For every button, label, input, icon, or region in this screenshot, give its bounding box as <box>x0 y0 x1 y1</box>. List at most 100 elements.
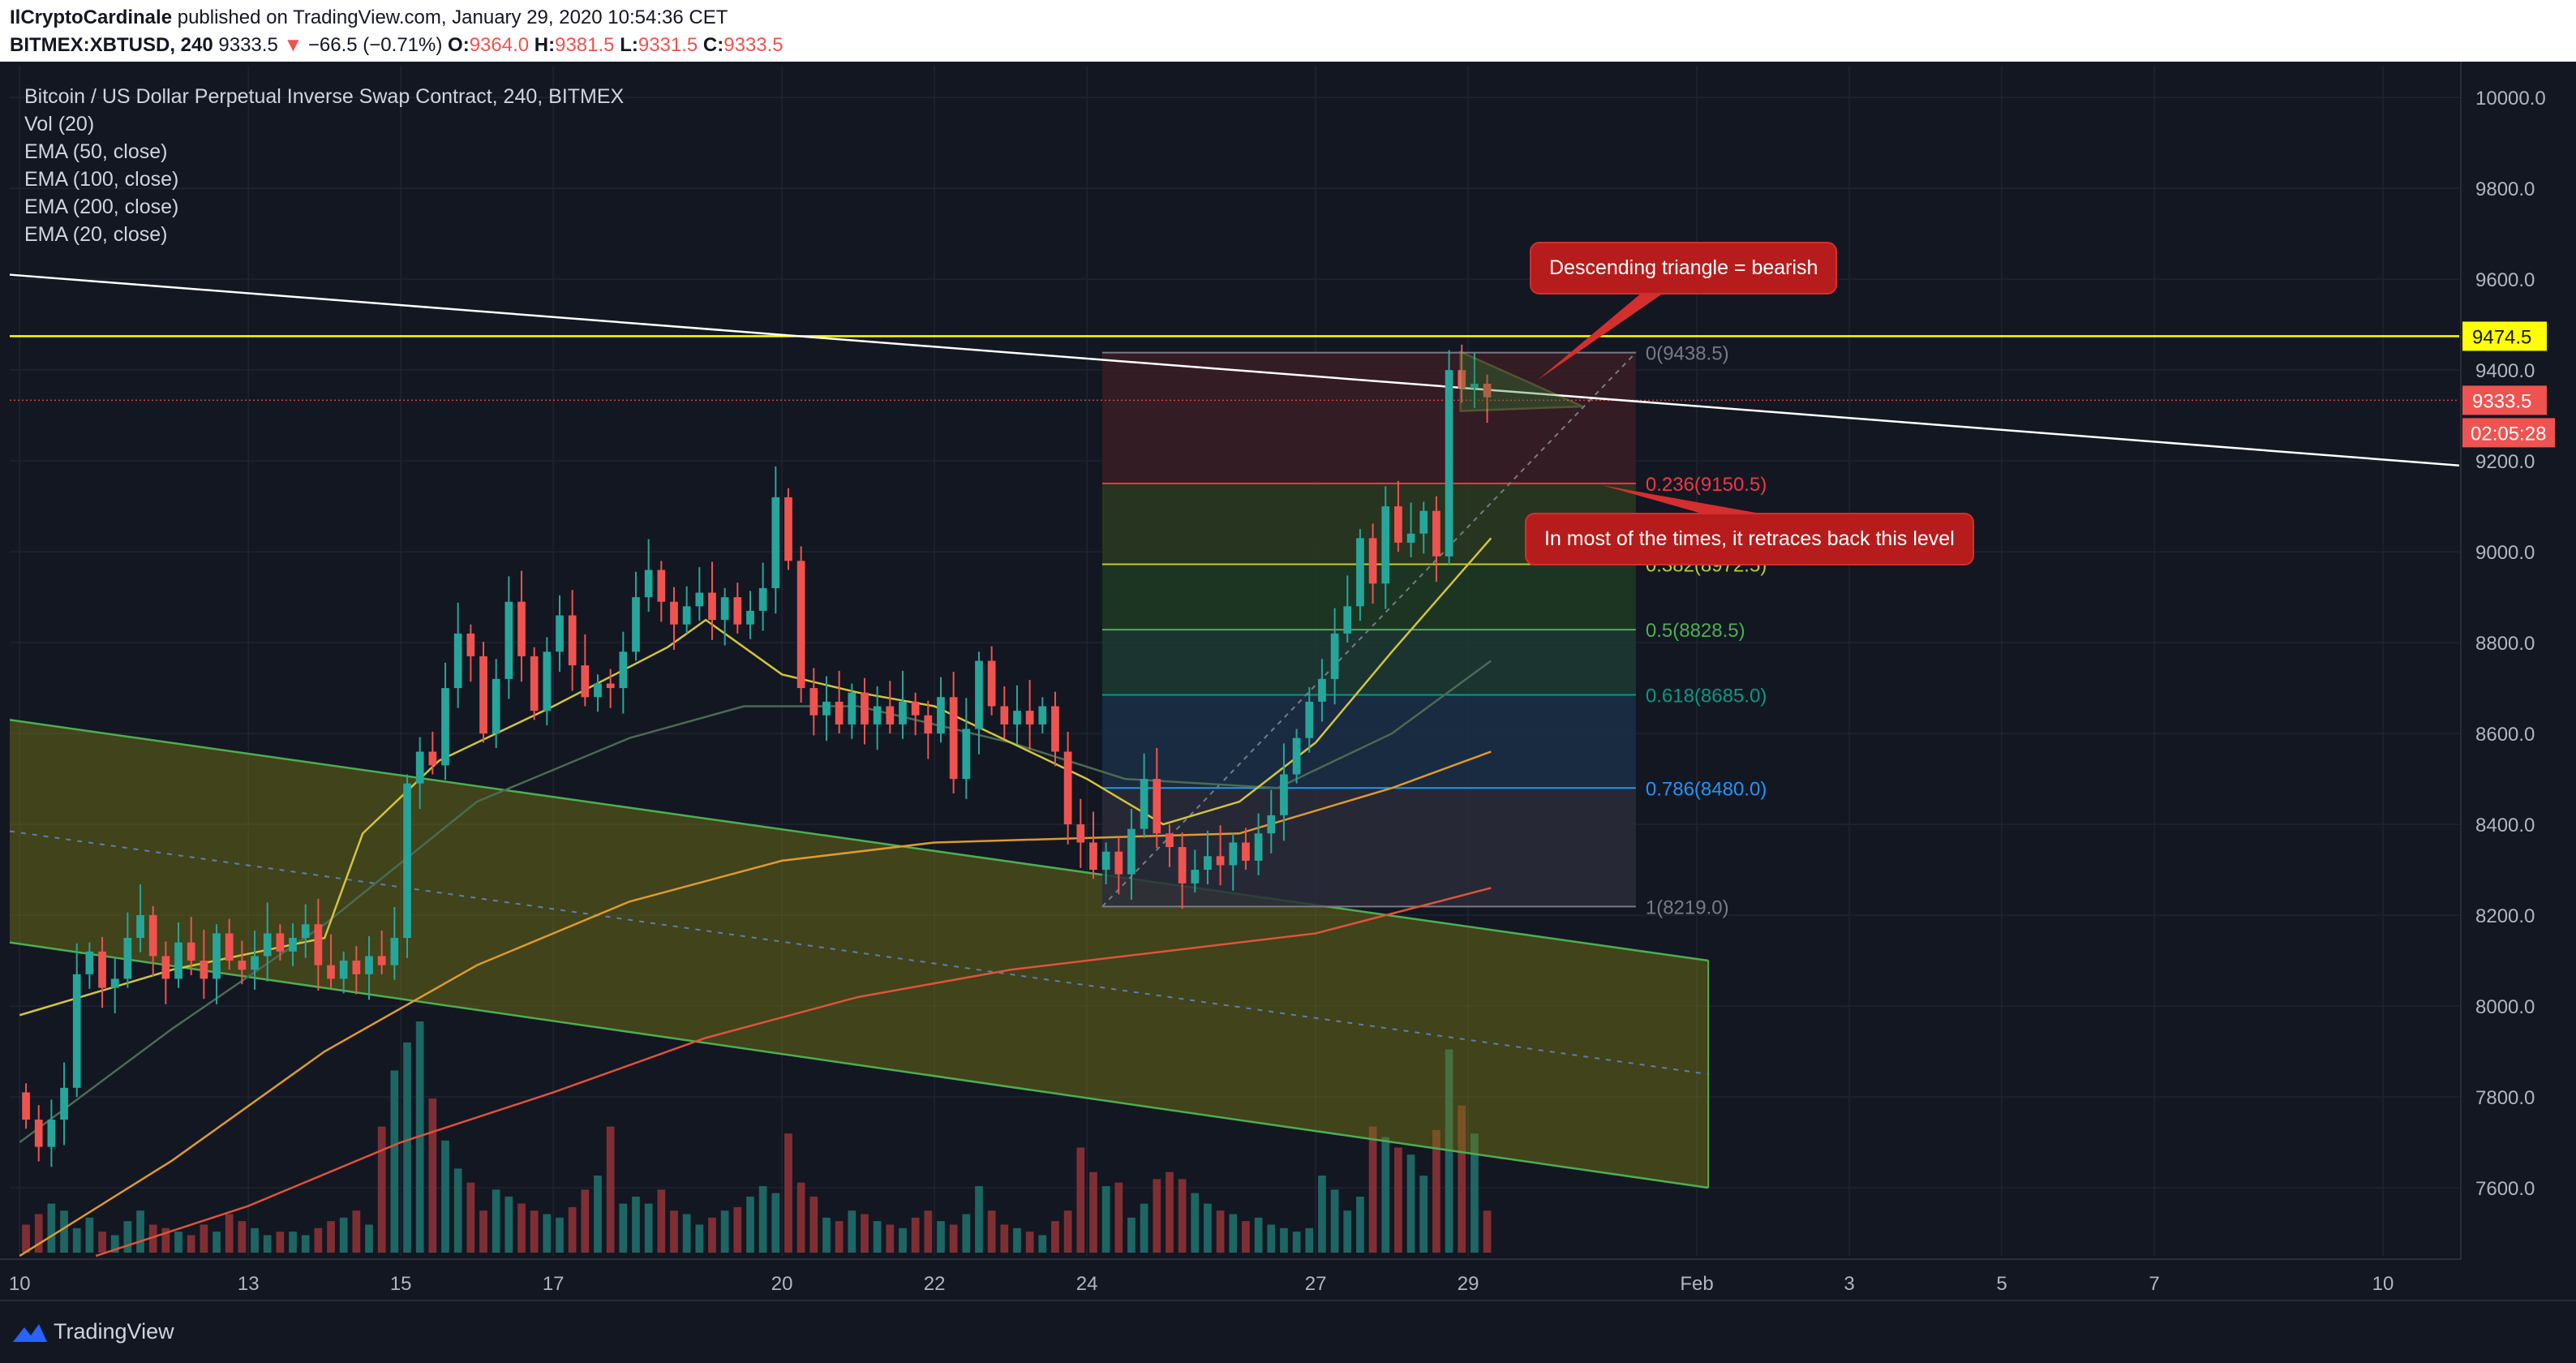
time-tick-label[interactable]: 27 <box>1305 1273 1327 1295</box>
time-tick-label[interactable]: 22 <box>924 1273 946 1295</box>
time-axis[interactable]: 10 13 15 17 20 22 24 27 29 Feb 3 5 7 10 <box>0 1258 2461 1295</box>
time-tick-label[interactable]: 13 <box>238 1273 260 1295</box>
volume-bar <box>517 1203 526 1253</box>
price-tick-label[interactable]: 9200.0 <box>2475 451 2535 473</box>
volume-bar <box>581 1189 590 1253</box>
time-tick-label[interactable]: 10 <box>9 1273 31 1295</box>
candle-body <box>924 715 933 734</box>
time-tick-label[interactable]: Feb <box>1680 1273 1713 1295</box>
horizontal-lines <box>9 273 2460 467</box>
time-tick-label[interactable]: 24 <box>1076 1273 1098 1295</box>
low-label: L: <box>620 34 638 56</box>
candle-body <box>1254 833 1263 861</box>
channel-mid-line <box>9 830 1709 1076</box>
time-tick-label[interactable]: 29 <box>1458 1273 1479 1295</box>
volume-bar <box>1101 1185 1110 1253</box>
candle-body <box>98 951 106 988</box>
callout-descending-triangle[interactable]: Descending triangle = bearish <box>1530 242 1838 295</box>
candle-body <box>301 924 310 939</box>
volume-bar <box>1305 1228 1314 1253</box>
time-tick-label[interactable]: 17 <box>543 1273 565 1295</box>
legend-item-vol[interactable]: Vol (20) <box>24 113 95 135</box>
volume-bar <box>962 1214 971 1253</box>
candle-body <box>1432 510 1440 557</box>
price-tick-label[interactable]: 8600.0 <box>2475 724 2535 746</box>
volume-bar <box>327 1221 335 1253</box>
fib-trend-line <box>1101 351 1637 908</box>
candle-body <box>962 729 971 780</box>
open-value: 9364.0 <box>469 34 530 56</box>
volume-bar <box>758 1185 767 1253</box>
price-tick-label[interactable]: 8000.0 <box>2475 996 2535 1018</box>
price-axis[interactable]: 7600.0 7800.0 8000.0 8200.0 8400.0 8600.0 8800… <box>2460 62 2576 1259</box>
volume-bar <box>1356 1196 1364 1253</box>
volume-bar <box>390 1070 399 1253</box>
current-price-label-bg <box>2462 385 2547 415</box>
candle-body <box>1368 538 1377 584</box>
candle-body <box>200 961 208 979</box>
fib-level-label: 0.236(9150.5) <box>1646 474 1767 496</box>
volume-bar <box>22 1224 30 1253</box>
legend-item-ema200[interactable]: EMA (200, close) <box>24 196 179 218</box>
volume-bar <box>644 1203 653 1253</box>
volume-bar <box>238 1221 247 1253</box>
price-chart[interactable]: 0(9438.5)0.236(9150.5)0.382(8972.5)0.5(8… <box>0 62 2576 1300</box>
candle-body <box>835 701 844 724</box>
candle-body <box>987 660 996 707</box>
volume-bar <box>1330 1189 1339 1253</box>
price-tick-label[interactable]: 9000.0 <box>2475 542 2535 564</box>
countdown-label[interactable]: 02:05:28 <box>2471 423 2546 445</box>
legend-item-ema100[interactable]: EMA (100, close) <box>24 168 179 191</box>
time-tick-label[interactable]: 7 <box>2149 1273 2159 1295</box>
ema200-line <box>95 887 1492 1258</box>
candle-body <box>1089 842 1097 871</box>
volume-bar <box>670 1210 678 1253</box>
candle-body <box>1318 678 1326 702</box>
time-tick-label[interactable]: 10 <box>2372 1273 2394 1295</box>
volume-bar <box>1292 1232 1301 1253</box>
candle-body <box>873 706 882 724</box>
volume-bar <box>632 1196 640 1253</box>
price-tick-label[interactable]: 8200.0 <box>2475 905 2535 927</box>
time-tick-label[interactable]: 20 <box>771 1273 793 1295</box>
price-tick-label[interactable]: 7600.0 <box>2475 1178 2535 1200</box>
volume-bar <box>1318 1176 1326 1253</box>
current-price-label[interactable]: 9333.5 <box>2472 390 2531 412</box>
author-name[interactable]: IlCryptoCardinale <box>10 6 173 28</box>
legend-item-ema50[interactable]: EMA (50, close) <box>24 140 168 163</box>
price-tick-label[interactable]: 9600.0 <box>2475 269 2535 291</box>
candle-body <box>1292 737 1301 775</box>
volume-bar <box>1114 1182 1123 1253</box>
fib-retracement[interactable]: 0(9438.5)0.236(9150.5)0.382(8972.5)0.5(8… <box>1101 343 1767 919</box>
price-tick-label[interactable]: 8800.0 <box>2475 633 2535 655</box>
price-tick-label[interactable]: 7800.0 <box>2475 1087 2535 1109</box>
callout-retrace[interactable]: In most of the times, it retraces back t… <box>1525 513 1974 565</box>
legend-item-ema20[interactable]: EMA (20, close) <box>24 223 168 246</box>
resistance-price-label[interactable]: 9474.5 <box>2472 326 2531 348</box>
open-label: O: <box>448 34 470 56</box>
fib-level-label: 0.618(8685.0) <box>1646 685 1767 707</box>
candle-body <box>415 751 424 784</box>
drawings[interactable] <box>1459 282 1756 521</box>
volume-bar <box>1178 1179 1187 1253</box>
candle-body <box>428 751 437 766</box>
price-tick-label[interactable]: 10000.0 <box>2475 88 2546 110</box>
volume-bar <box>1216 1210 1225 1253</box>
footer-brand[interactable]: TradingView <box>54 1319 174 1344</box>
candle-body <box>453 633 462 689</box>
candle-body <box>1470 383 1479 389</box>
candle-body <box>479 656 487 734</box>
candle-body <box>314 924 323 965</box>
price-tick-label[interactable]: 9400.0 <box>2475 360 2535 382</box>
candle-body <box>720 597 729 621</box>
price-tick-label[interactable]: 8400.0 <box>2475 815 2535 836</box>
volume-bar <box>110 1235 119 1253</box>
candle-body <box>1305 701 1314 738</box>
candle-body <box>543 651 552 712</box>
volume-bar <box>1368 1126 1377 1253</box>
volume-bar <box>1076 1147 1085 1253</box>
time-tick-label[interactable]: 3 <box>1844 1273 1854 1295</box>
time-tick-label[interactable]: 15 <box>390 1273 412 1295</box>
price-tick-label[interactable]: 9800.0 <box>2475 178 2535 200</box>
time-tick-label[interactable]: 5 <box>1996 1273 2007 1295</box>
